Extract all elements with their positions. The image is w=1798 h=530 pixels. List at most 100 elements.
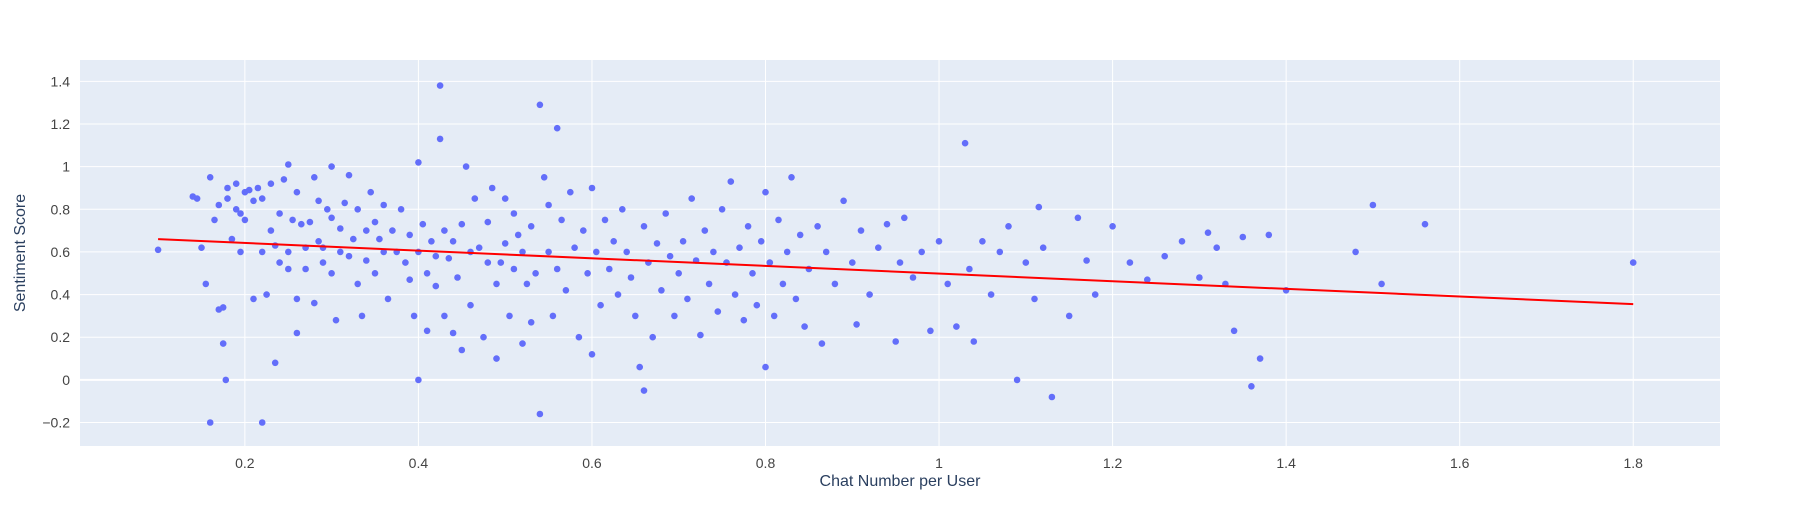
scatter-point (206, 419, 214, 426)
scatter-point (432, 252, 440, 260)
scatter-point (371, 218, 379, 226)
scatter-point (285, 161, 292, 168)
y-axis-ticks: −0.2 0 0.2 0.4 0.6 0.8 1 1.2 1.4 (42, 73, 70, 430)
scatter-point (276, 259, 283, 266)
scatter-point (293, 188, 301, 196)
scatter-point (649, 333, 656, 341)
scatter-point (293, 329, 301, 337)
scatter-point (935, 238, 943, 245)
scatter-point (311, 299, 318, 307)
scatter-point (293, 295, 301, 303)
scatter-point (580, 227, 587, 234)
scatter-point (406, 276, 414, 284)
scatter-point (328, 163, 335, 170)
y-tick-label: 0 (62, 372, 70, 388)
scatter-point (402, 259, 409, 266)
scatter-point (571, 244, 578, 251)
scatter-point (640, 223, 648, 230)
scatter-point (740, 316, 748, 324)
scatter-point (567, 188, 574, 196)
y-tick-label: 1 (62, 159, 70, 175)
scatter-point (415, 159, 422, 166)
scatter-point (1378, 280, 1385, 288)
scatter-point (267, 180, 275, 187)
scatter-point (458, 220, 466, 228)
scatter-point (497, 259, 505, 266)
scatter-point (944, 280, 951, 288)
scatter-point (1248, 383, 1255, 390)
scatter-point (328, 214, 335, 222)
scatter-point (232, 206, 240, 213)
scatter-point (1629, 259, 1637, 266)
scatter-point (614, 291, 622, 298)
trendline-series (158, 238, 1634, 306)
x-tick-label: 0.4 (409, 455, 429, 471)
scatter-point (584, 270, 591, 277)
scatter-point (840, 197, 847, 205)
scatter-point (866, 291, 873, 298)
scatter-point (271, 242, 279, 249)
scatter-point (653, 240, 661, 247)
scatter-point (154, 246, 162, 254)
scatter-point (1005, 223, 1012, 230)
scatter-point (367, 188, 375, 196)
scatter-point (545, 248, 552, 256)
scatter-point (480, 333, 487, 341)
y-tick-label: 0.8 (51, 201, 71, 217)
x-axis-ticks: 0.2 0.4 0.6 0.8 1 1.2 1.4 1.6 1.8 (235, 455, 1643, 471)
scatter-point (588, 184, 596, 192)
scatter-point (315, 238, 322, 245)
grid-lines (80, 60, 1720, 446)
scatter-point (658, 287, 665, 294)
y-axis-title: Sentiment Score (12, 194, 29, 312)
scatter-point (1065, 312, 1073, 320)
x-tick-label: 1.6 (1450, 455, 1470, 471)
scatter-point (562, 287, 570, 294)
scatter-point (380, 201, 388, 209)
scatter-point (258, 195, 266, 202)
scatter-point (371, 270, 379, 277)
scatter-point (684, 295, 691, 303)
scatter-point (389, 227, 396, 234)
x-tick-label: 0.8 (756, 455, 776, 471)
scatter-point (593, 248, 600, 256)
scatter-point (423, 270, 431, 277)
scatter-point (540, 174, 548, 181)
scatter-point (783, 248, 791, 256)
scatter-point (1031, 295, 1038, 303)
scatter-point (606, 265, 613, 273)
scatter-point (285, 265, 292, 273)
scatter-point (996, 248, 1004, 256)
scatter-point (853, 321, 860, 328)
x-tick-label: 1.2 (1103, 455, 1123, 471)
scatter-point (445, 254, 453, 262)
scatter-point (319, 259, 327, 266)
scatter-point (484, 218, 492, 226)
scatter-point (254, 184, 262, 192)
scatter-point (818, 340, 826, 347)
scatter-point (206, 174, 214, 181)
scatter-point (1213, 244, 1220, 251)
scatter-point (493, 355, 500, 362)
scatter-point (1421, 220, 1429, 228)
scatter-point (449, 329, 457, 337)
scatter-point (454, 274, 461, 281)
scatter-point (831, 280, 839, 288)
scatter-point (510, 210, 518, 217)
scatter-point (1196, 274, 1203, 281)
scatter-point (736, 244, 743, 251)
scatter-point (406, 231, 414, 239)
scatter-point (671, 312, 678, 320)
trendline (158, 238, 1634, 306)
scatter-point (523, 280, 531, 288)
scatter-point (276, 210, 283, 217)
scatter-point (519, 340, 526, 347)
scatter-point (193, 195, 201, 202)
scatter-point (545, 201, 552, 209)
scatter-point (532, 270, 539, 277)
scatter-point (436, 82, 444, 89)
scatter-point (1091, 291, 1099, 298)
x-tick-label: 0.6 (582, 455, 602, 471)
scatter-point (423, 327, 431, 335)
